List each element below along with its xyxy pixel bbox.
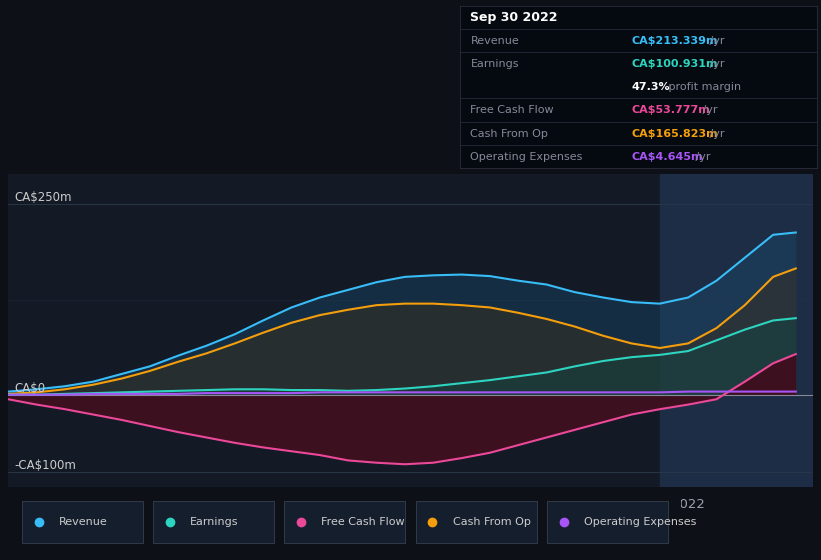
Text: CA$165.823m: CA$165.823m <box>631 129 718 139</box>
Text: profit margin: profit margin <box>665 82 741 92</box>
FancyBboxPatch shape <box>21 501 143 543</box>
Text: 47.3%: 47.3% <box>631 82 670 92</box>
Text: Revenue: Revenue <box>470 36 519 46</box>
Bar <box>660 174 813 487</box>
Text: Free Cash Flow: Free Cash Flow <box>470 105 554 115</box>
Text: CA$250m: CA$250m <box>14 191 71 204</box>
FancyBboxPatch shape <box>153 501 274 543</box>
Text: Cash From Op: Cash From Op <box>452 517 530 527</box>
Text: /yr: /yr <box>706 129 724 139</box>
Text: CA$0: CA$0 <box>14 382 45 395</box>
Text: Sep 30 2022: Sep 30 2022 <box>470 11 558 24</box>
Text: Earnings: Earnings <box>470 59 519 69</box>
Text: Operating Expenses: Operating Expenses <box>470 152 583 162</box>
Text: Operating Expenses: Operating Expenses <box>584 517 696 527</box>
Text: CA$53.777m: CA$53.777m <box>631 105 710 115</box>
Text: Earnings: Earnings <box>190 517 238 527</box>
Text: -CA$100m: -CA$100m <box>14 459 76 472</box>
FancyBboxPatch shape <box>415 501 537 543</box>
Text: CA$100.931m: CA$100.931m <box>631 59 718 69</box>
Text: /yr: /yr <box>706 59 724 69</box>
Text: Cash From Op: Cash From Op <box>470 129 548 139</box>
Text: /yr: /yr <box>692 152 711 162</box>
Text: Revenue: Revenue <box>59 517 108 527</box>
FancyBboxPatch shape <box>547 501 668 543</box>
FancyBboxPatch shape <box>284 501 406 543</box>
Text: /yr: /yr <box>699 105 718 115</box>
Text: CA$4.645m: CA$4.645m <box>631 152 703 162</box>
Text: Free Cash Flow: Free Cash Flow <box>321 517 405 527</box>
Text: /yr: /yr <box>706 36 724 46</box>
Text: CA$213.339m: CA$213.339m <box>631 36 718 46</box>
